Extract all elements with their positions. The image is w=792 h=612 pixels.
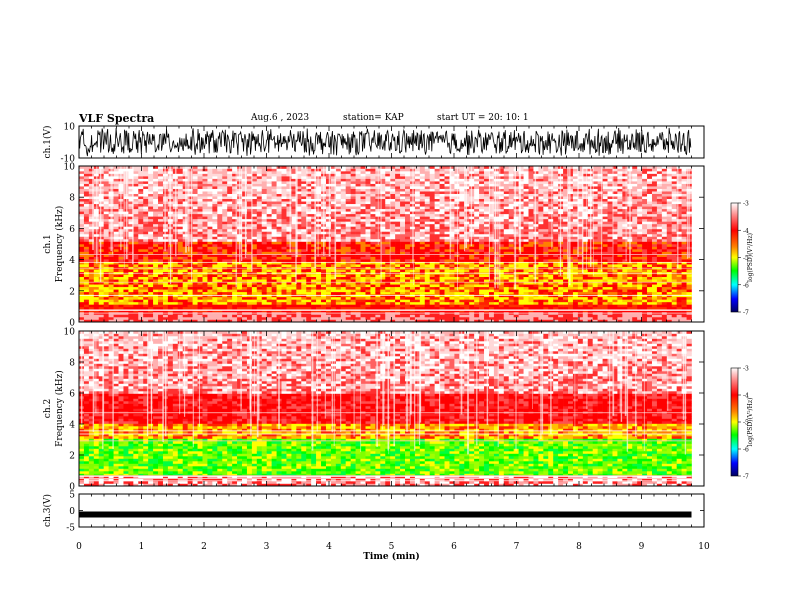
ch3-trace [79,511,692,518]
ch3-waveform [79,511,692,518]
colorbar-tick-label: -7 [743,474,749,481]
colorbar-tick-label: -6 [743,282,749,289]
xtick-label: 9 [639,542,645,552]
colorbar-label: log(PSD)(V²/Hz) [747,398,754,447]
xtick-label: 3 [264,542,270,552]
ytick-label: 10 [64,163,76,173]
date-label: Aug.6 , 2023 [251,113,310,123]
xtick-label: 2 [201,542,207,552]
chart-title: VLF Spectra [79,112,155,125]
ylabel-frequency: Frequency (kHz) [54,206,65,283]
ylabel-channel: ch.1 [43,234,53,253]
ytick-label: 10 [64,328,76,338]
ch2-spectrogram [79,331,692,487]
colorbar-tick-label: -4 [743,228,749,235]
colorbar [730,202,739,313]
ylabel-waveform: ch.3(V) [42,494,53,527]
ytick-label: 0 [69,319,75,329]
start-time-label: start UT = 20: 10: 1 [437,113,529,123]
ylabel-frequency: Frequency (kHz) [54,370,65,447]
colorbars: -3 -4 -5 -6 -7 log(PSD)(V²/Hz) -3 -4 -5 -6 -7 log(P… [730,201,754,481]
ch1-spectrogram [78,166,692,323]
ch1-waveform [78,127,692,157]
colorbar-label: log(PSD)(V²/Hz) [747,233,754,282]
colorbar-tick-label: -5 [743,255,749,262]
ytick-label: 5 [69,491,75,501]
xtick-label: 4 [326,542,332,552]
colorbar-tick-label: -7 [743,310,749,317]
ytick-label: 6 [69,225,75,235]
colorbar-tick-label: -4 [743,393,749,400]
ytick-label: 2 [69,452,75,462]
ytick-label: 8 [69,359,75,369]
xtick-label: 0 [76,542,82,552]
colorbar-tick-label: -6 [743,447,749,454]
ytick-label: 4 [69,256,75,266]
ch1-trace [78,127,692,157]
ytick-label: 4 [69,421,75,431]
ytick-label: 10 [64,123,76,133]
xtick-label: 6 [451,542,457,552]
ylabel-channel: ch.2 [43,399,53,418]
ytick-label: 8 [69,194,75,204]
xtick-label: 8 [576,542,582,552]
ytick-label: -10 [61,155,76,165]
xtick-label: 7 [514,542,520,552]
ytick-label: -5 [66,524,75,534]
colorbar-tick-label: -3 [743,366,749,373]
xtick-label: 10 [698,542,710,552]
colorbar [730,367,739,477]
xtick-label: 5 [389,542,395,552]
ytick-label: 6 [69,390,75,400]
ytick-label: 2 [69,287,75,297]
ytick-label: 0 [69,483,75,493]
colorbar-tick-label: -5 [743,420,749,427]
xtick-label: 1 [139,542,145,552]
ylabel-waveform: ch.1(V) [42,126,53,159]
station-label: station= KAP [343,113,404,123]
ytick-label: 0 [69,507,75,517]
xaxis-label: Time (min) [363,551,420,562]
colorbar-tick-label: -3 [743,201,749,208]
